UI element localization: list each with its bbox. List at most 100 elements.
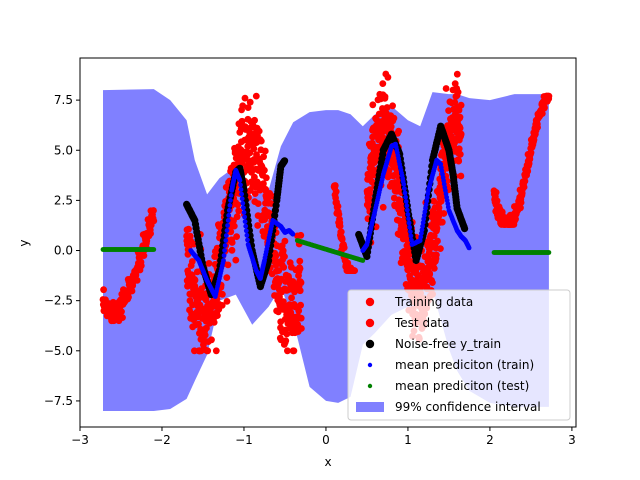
x-tick-label: 2 [486, 433, 494, 447]
mean-train-point [418, 234, 424, 240]
mean-train-point [239, 196, 245, 202]
training-point [453, 70, 461, 78]
mean-train-point [417, 238, 423, 243]
mean-train-point [403, 199, 409, 204]
training-point [210, 319, 218, 326]
training-point [290, 347, 298, 355]
training-point [434, 237, 441, 245]
training-point [238, 117, 246, 125]
training-point [208, 336, 215, 344]
mean-train-point [466, 245, 472, 251]
training-point [219, 290, 226, 298]
training-point [214, 312, 221, 319]
training-point [235, 207, 243, 215]
training-point [296, 257, 304, 265]
y-tick-label: −7.5 [44, 394, 73, 408]
mean-train-point [242, 219, 248, 225]
x-tick-label: −3 [71, 433, 89, 447]
training-point [150, 217, 158, 225]
mean-test-series [100, 238, 552, 263]
training-point [438, 218, 446, 226]
x-tick-label: −2 [153, 433, 171, 447]
training-point [334, 203, 342, 210]
training-point [331, 182, 339, 189]
mean-train-point [225, 218, 231, 223]
training-point [185, 225, 192, 233]
mean-train-point [424, 198, 430, 204]
legend-label: Test data [394, 316, 449, 330]
training-point [254, 200, 262, 208]
training-point [230, 222, 238, 230]
training-point [280, 263, 288, 271]
mean-train-point [228, 193, 234, 198]
training-point [223, 298, 231, 305]
training-point [262, 174, 270, 182]
training-point [383, 104, 391, 111]
training-point [517, 199, 525, 206]
training-point [228, 246, 236, 254]
y-tick-label: −2.5 [44, 294, 73, 308]
legend-marker [367, 362, 373, 368]
training-point [150, 207, 157, 214]
mean-train-point [221, 253, 227, 258]
training-point [379, 80, 387, 87]
mean-train-point [402, 190, 408, 196]
training-point [260, 153, 267, 161]
training-point [454, 88, 462, 96]
training-point [351, 267, 358, 274]
mean-train-point [406, 216, 411, 222]
mean-train-point [239, 191, 245, 197]
training-point [426, 270, 434, 278]
training-point [254, 212, 262, 220]
mean-train-point [224, 228, 230, 233]
y-tick-label: 7.5 [54, 93, 73, 107]
x-tick-label: 1 [404, 433, 412, 447]
training-point [332, 188, 340, 196]
training-point [498, 208, 506, 216]
mean-test-point [151, 247, 157, 252]
training-point [191, 276, 199, 284]
training-point [260, 180, 267, 188]
training-data-series-2 [330, 182, 358, 274]
legend-marker [365, 339, 375, 349]
legend-marker [367, 383, 373, 389]
mean-train-point [421, 216, 427, 222]
mean-train-point [228, 198, 233, 203]
training-point [545, 92, 553, 100]
mean-train-point [407, 224, 413, 230]
training-point [194, 311, 202, 318]
training-point [279, 247, 287, 255]
mean-train-point [244, 232, 250, 238]
training-point [241, 94, 249, 102]
training-point [493, 197, 501, 205]
mean-train-point [240, 200, 246, 206]
mean-train-point [420, 220, 426, 226]
training-point [520, 183, 528, 191]
training-point [275, 267, 283, 274]
training-point [455, 145, 463, 153]
training-point [389, 102, 396, 110]
training-point [457, 172, 465, 180]
training-point [234, 201, 242, 209]
training-point [272, 252, 280, 260]
training-point [430, 265, 438, 272]
training-point [457, 130, 465, 138]
y-tick-label: −5.0 [44, 344, 73, 358]
training-point [437, 245, 444, 253]
training-point [296, 265, 304, 272]
x-tick-label: 0 [322, 433, 330, 447]
mean-train-point [223, 238, 229, 243]
legend-box [347, 289, 571, 421]
training-point [212, 347, 220, 355]
legend-label: 99% confidence interval [395, 400, 541, 414]
training-point [433, 251, 440, 259]
training-point [257, 137, 265, 145]
training-point [430, 197, 438, 205]
mean-train-series [188, 141, 472, 299]
training-point [297, 279, 305, 287]
mean-train-point [227, 203, 233, 208]
training-point [433, 224, 441, 232]
training-point [218, 302, 226, 309]
training-point [381, 93, 389, 101]
training-point [133, 277, 141, 284]
